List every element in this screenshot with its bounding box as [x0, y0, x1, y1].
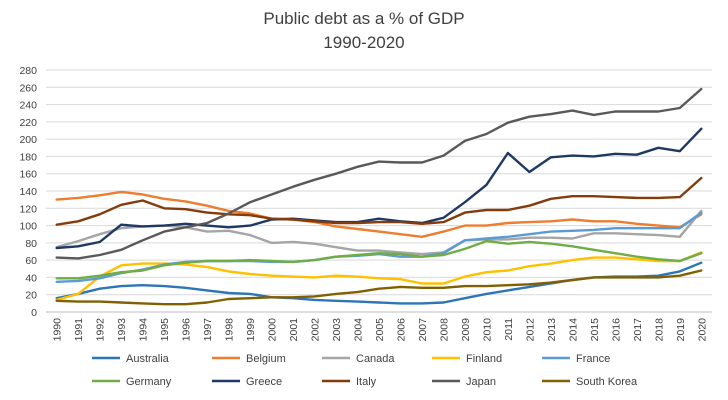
y-tick-label: 160	[19, 169, 37, 181]
y-tick-label: 280	[19, 65, 37, 77]
x-tick-label: 2004	[353, 318, 365, 342]
x-tick-label: 1992	[95, 318, 107, 342]
legend-label-germany: Germany	[126, 376, 172, 388]
legend-label-italy: Italy	[356, 376, 377, 388]
x-tick-label: 2020	[696, 318, 708, 342]
x-tick-label: 2011	[503, 318, 515, 341]
x-tick-label: 2007	[417, 318, 429, 342]
x-tick-label: 2017	[632, 318, 644, 342]
legend: Australia Belgium Canada Finland France Germa…	[92, 353, 638, 388]
y-tick-label: 20	[25, 290, 37, 302]
y-axis-ticks: 0 20 40 60 80 100 120 140 160 180 200 220 240 260 280	[19, 65, 37, 319]
x-tick-label: 2000	[267, 318, 279, 342]
x-tick-label: 1990	[52, 318, 64, 342]
x-tick-label: 2014	[567, 318, 579, 342]
series-line-south-korea	[55, 269, 703, 306]
x-tick-label: 1997	[202, 318, 214, 342]
x-tick-label: 1996	[181, 318, 193, 342]
x-tick-label: 2001	[288, 318, 300, 342]
x-tick-label: 2006	[395, 318, 407, 342]
y-tick-label: 200	[19, 134, 37, 146]
y-tick-label: 100	[19, 221, 37, 233]
legend-label-canada: Canada	[356, 353, 395, 365]
x-tick-label: 1998	[224, 318, 236, 342]
x-tick-label: 2013	[546, 318, 558, 342]
x-tick-label: 2019	[675, 318, 687, 342]
x-tick-label: 2010	[481, 318, 493, 342]
x-tick-label: 2003	[331, 318, 343, 342]
y-tick-label: 140	[19, 186, 37, 198]
x-tick-label: 2005	[374, 318, 386, 342]
chart-title: Public debt as a % of GDP	[263, 9, 464, 28]
y-tick-label: 180	[19, 151, 37, 163]
y-tick-label: 0	[31, 307, 37, 319]
series-line-japan	[55, 87, 703, 260]
x-tick-label: 1999	[245, 318, 257, 342]
series-lines	[55, 87, 703, 306]
legend-label-greece: Greece	[246, 376, 282, 388]
y-tick-label: 60	[25, 255, 37, 267]
legend-label-south-korea: South Korea	[576, 376, 638, 388]
legend-label-australia: Australia	[126, 353, 170, 365]
x-axis-ticks: 1990 1991 1992 1993 1994 1995 1996 1997 1998 1999…	[52, 318, 709, 342]
x-tick-label: 2009	[460, 318, 472, 342]
x-tick-label: 1994	[138, 318, 150, 342]
series-line-italy	[55, 176, 703, 226]
legend-label-finland: Finland	[466, 353, 502, 365]
x-tick-label: 1993	[116, 318, 128, 342]
legend-label-france: France	[576, 353, 610, 365]
x-tick-label: 1995	[159, 318, 171, 342]
y-tick-label: 220	[19, 117, 37, 129]
y-tick-label: 40	[25, 272, 37, 284]
series-line-germany	[55, 239, 703, 280]
y-tick-label: 240	[19, 100, 37, 112]
chart-subtitle: 1990-2020	[323, 33, 404, 52]
x-tick-label: 1991	[73, 318, 85, 342]
legend-label-japan: Japan	[466, 376, 496, 388]
x-tick-label: 2016	[610, 318, 622, 342]
x-tick-label: 2018	[653, 318, 665, 342]
y-tick-label: 260	[19, 82, 37, 94]
x-tick-label: 2012	[524, 318, 536, 342]
y-tick-label: 80	[25, 238, 37, 250]
y-tick-label: 120	[19, 203, 37, 215]
x-tick-label: 2002	[310, 318, 322, 342]
series-line-belgium	[55, 190, 703, 239]
x-tick-label: 2008	[438, 318, 450, 342]
legend-label-belgium: Belgium	[246, 353, 286, 365]
x-tick-label: 2015	[589, 318, 601, 342]
series-line-greece	[55, 127, 703, 250]
